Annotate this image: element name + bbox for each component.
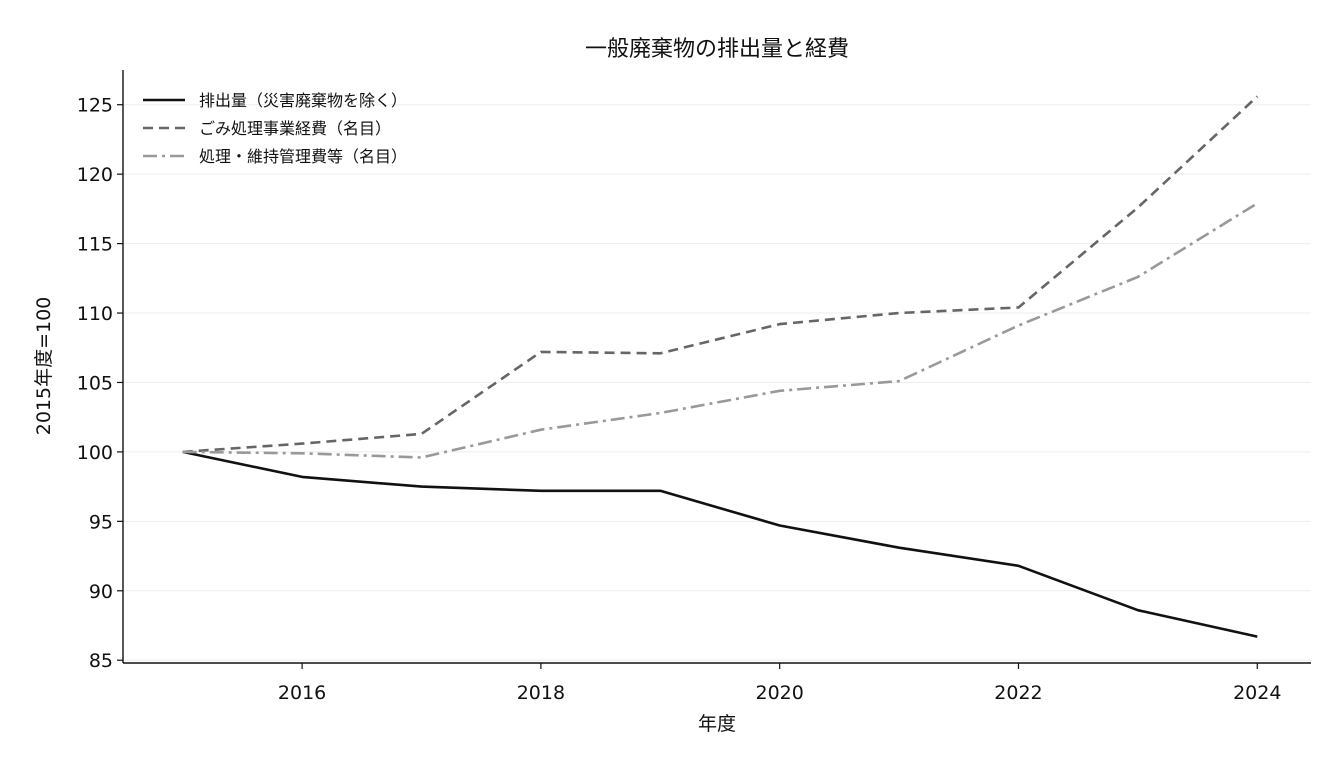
legend-label: 排出量（災害廃棄物を除く） xyxy=(199,91,407,110)
legend-label: 処理・維持管理費等（名目） xyxy=(199,147,407,166)
y-tick-label: 125 xyxy=(77,95,113,117)
y-tick-label: 90 xyxy=(89,581,113,603)
series-lines xyxy=(182,95,1259,638)
chart-title: 一般廃棄物の排出量と経費 xyxy=(585,37,849,62)
gridlines xyxy=(123,104,1311,661)
x-tick-label: 2024 xyxy=(1233,682,1281,704)
x-tick-label: 2016 xyxy=(278,682,326,704)
legend: 排出量（災害廃棄物を除く） ごみ処理事業経費（名目） 処理・維持管理費等（名目） xyxy=(143,91,407,166)
x-ticks: 2016 2018 2020 2022 2024 xyxy=(278,663,1281,704)
x-axis-label: 年度 xyxy=(698,713,736,735)
y-ticks: 85 90 95 100 105 110 115 120 125 xyxy=(77,95,123,672)
y-axis-label: 2015年度=100 xyxy=(33,297,55,436)
x-tick-label: 2022 xyxy=(994,682,1042,704)
x-tick-label: 2018 xyxy=(517,682,565,704)
series-line-3 xyxy=(182,202,1258,459)
series-line-2 xyxy=(182,95,1259,454)
y-tick-label: 115 xyxy=(77,234,113,256)
x-tick-label: 2020 xyxy=(756,682,804,704)
y-tick-label: 120 xyxy=(77,164,113,186)
y-tick-label: 105 xyxy=(77,372,113,394)
legend-label: ごみ処理事業経費（名目） xyxy=(199,119,391,138)
y-tick-label: 100 xyxy=(77,442,113,464)
y-tick-label: 95 xyxy=(89,511,113,533)
y-tick-label: 110 xyxy=(77,303,113,325)
y-tick-label: 85 xyxy=(89,650,113,672)
series-line-1 xyxy=(182,450,1258,638)
axes xyxy=(122,70,1311,664)
